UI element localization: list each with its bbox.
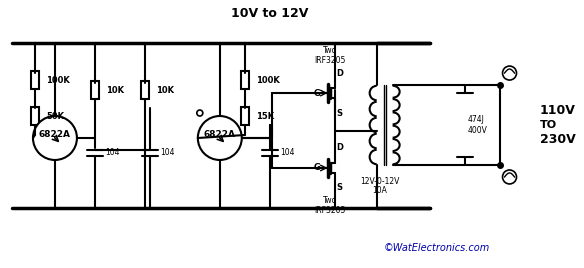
Text: 10K: 10K [106,85,124,95]
Bar [91,81,99,99]
Text: 12V-0-12V: 12V-0-12V [360,177,399,186]
Text: 50K: 50K [46,111,64,121]
Text: 104: 104 [105,148,119,158]
Text: G: G [314,163,321,173]
Text: ©WatElectronics.com: ©WatElectronics.com [383,243,489,253]
Text: 10K: 10K [156,85,174,95]
Text: 104: 104 [280,148,294,158]
Circle shape [198,116,242,160]
Text: TO: TO [540,120,557,130]
Text: 100K: 100K [256,76,280,84]
Text: Two
IRF3205: Two IRF3205 [314,196,345,215]
Text: 10V to 12V: 10V to 12V [231,7,308,20]
Text: G: G [314,88,321,98]
Text: D: D [337,69,344,77]
Bar [141,81,149,99]
Text: Two
IRF3205: Two IRF3205 [314,46,345,65]
Bar [31,107,39,125]
Text: 6822A: 6822A [204,131,236,140]
Text: D: D [337,143,344,152]
Circle shape [197,110,203,116]
Bar [241,71,249,89]
Text: 6822A: 6822A [39,131,71,140]
Text: 474J
400V: 474J 400V [468,115,488,135]
Text: 110V: 110V [540,103,575,117]
Bar [241,107,249,125]
Text: S: S [337,109,343,118]
Bar [31,71,39,89]
Text: 100K: 100K [46,76,69,84]
Text: 104: 104 [160,148,175,158]
Text: 15K: 15K [256,111,274,121]
Text: S: S [337,184,343,192]
Text: 230V: 230V [540,133,575,147]
Text: 10A: 10A [372,186,387,195]
Circle shape [33,116,77,160]
